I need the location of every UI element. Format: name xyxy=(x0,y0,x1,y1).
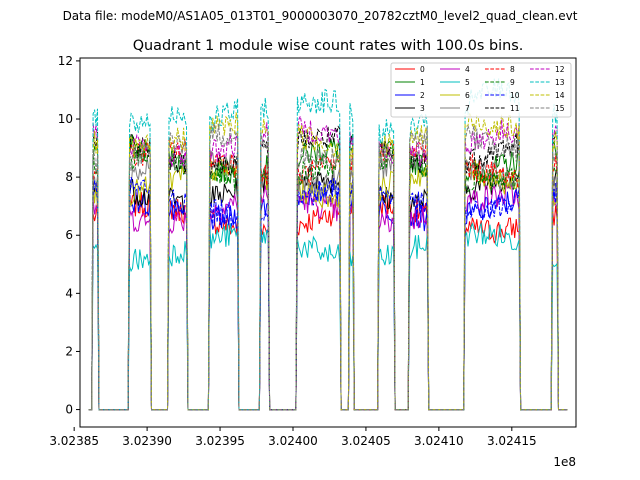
legend-label-11: 11 xyxy=(510,104,520,113)
suptitle: Data file: modeM0/AS1A05_013T01_90000030… xyxy=(63,9,578,23)
axes-background xyxy=(80,58,576,427)
y-tick-label: 10 xyxy=(58,112,73,126)
y-tick-label: 0 xyxy=(65,403,73,417)
legend-label-3: 3 xyxy=(420,104,425,113)
legend-label-9: 9 xyxy=(510,78,515,87)
y-tick-label: 12 xyxy=(58,54,73,68)
y-tick-label: 6 xyxy=(65,228,73,242)
legend-box xyxy=(390,62,572,118)
legend-label-1: 1 xyxy=(420,78,425,87)
y-tick-label: 2 xyxy=(65,344,73,358)
legend-label-6: 6 xyxy=(465,91,470,100)
x-tick-label: 3.02385 xyxy=(49,434,99,448)
legend-label-7: 7 xyxy=(465,104,470,113)
x-axis-offset-label: 1e8 xyxy=(553,455,576,469)
legend-label-5: 5 xyxy=(465,78,470,87)
y-tick-label: 4 xyxy=(65,286,73,300)
axes-frame xyxy=(79,57,577,428)
legend-label-15: 15 xyxy=(555,104,565,113)
legend-label-8: 8 xyxy=(510,65,515,74)
legend-label-4: 4 xyxy=(465,65,470,74)
x-tick-label: 3.02405 xyxy=(341,434,391,448)
x-tick-label: 3.02400 xyxy=(268,434,318,448)
series-line-15 xyxy=(88,123,568,411)
x-axis-ticks: 3.02385 3.02390 3.02395 3.02400 3.02405 3.024… xyxy=(49,427,537,448)
x-tick-label: 3.02410 xyxy=(414,434,464,448)
legend-label-0: 0 xyxy=(420,65,425,74)
x-tick-label: 3.02395 xyxy=(195,434,245,448)
legend-label-14: 14 xyxy=(555,91,565,100)
y-tick-label: 8 xyxy=(65,170,73,184)
y-axis-ticks: 0 2 4 6 8 10 12 xyxy=(58,54,80,417)
x-tick-label: 3.02415 xyxy=(487,434,537,448)
legend-label-2: 2 xyxy=(420,91,425,100)
series-line-14 xyxy=(88,112,568,411)
legend-label-10: 10 xyxy=(510,91,520,100)
x-tick-label: 3.02390 xyxy=(122,434,172,448)
series-layer xyxy=(88,78,568,411)
plot-area: 3.02385 3.02390 3.02395 3.02400 3.02405 3.024… xyxy=(49,54,577,469)
legend-label-12: 12 xyxy=(555,65,565,74)
chart-title: Quadrant 1 module wise count rates with … xyxy=(133,38,524,54)
legend-label-13: 13 xyxy=(555,78,565,87)
